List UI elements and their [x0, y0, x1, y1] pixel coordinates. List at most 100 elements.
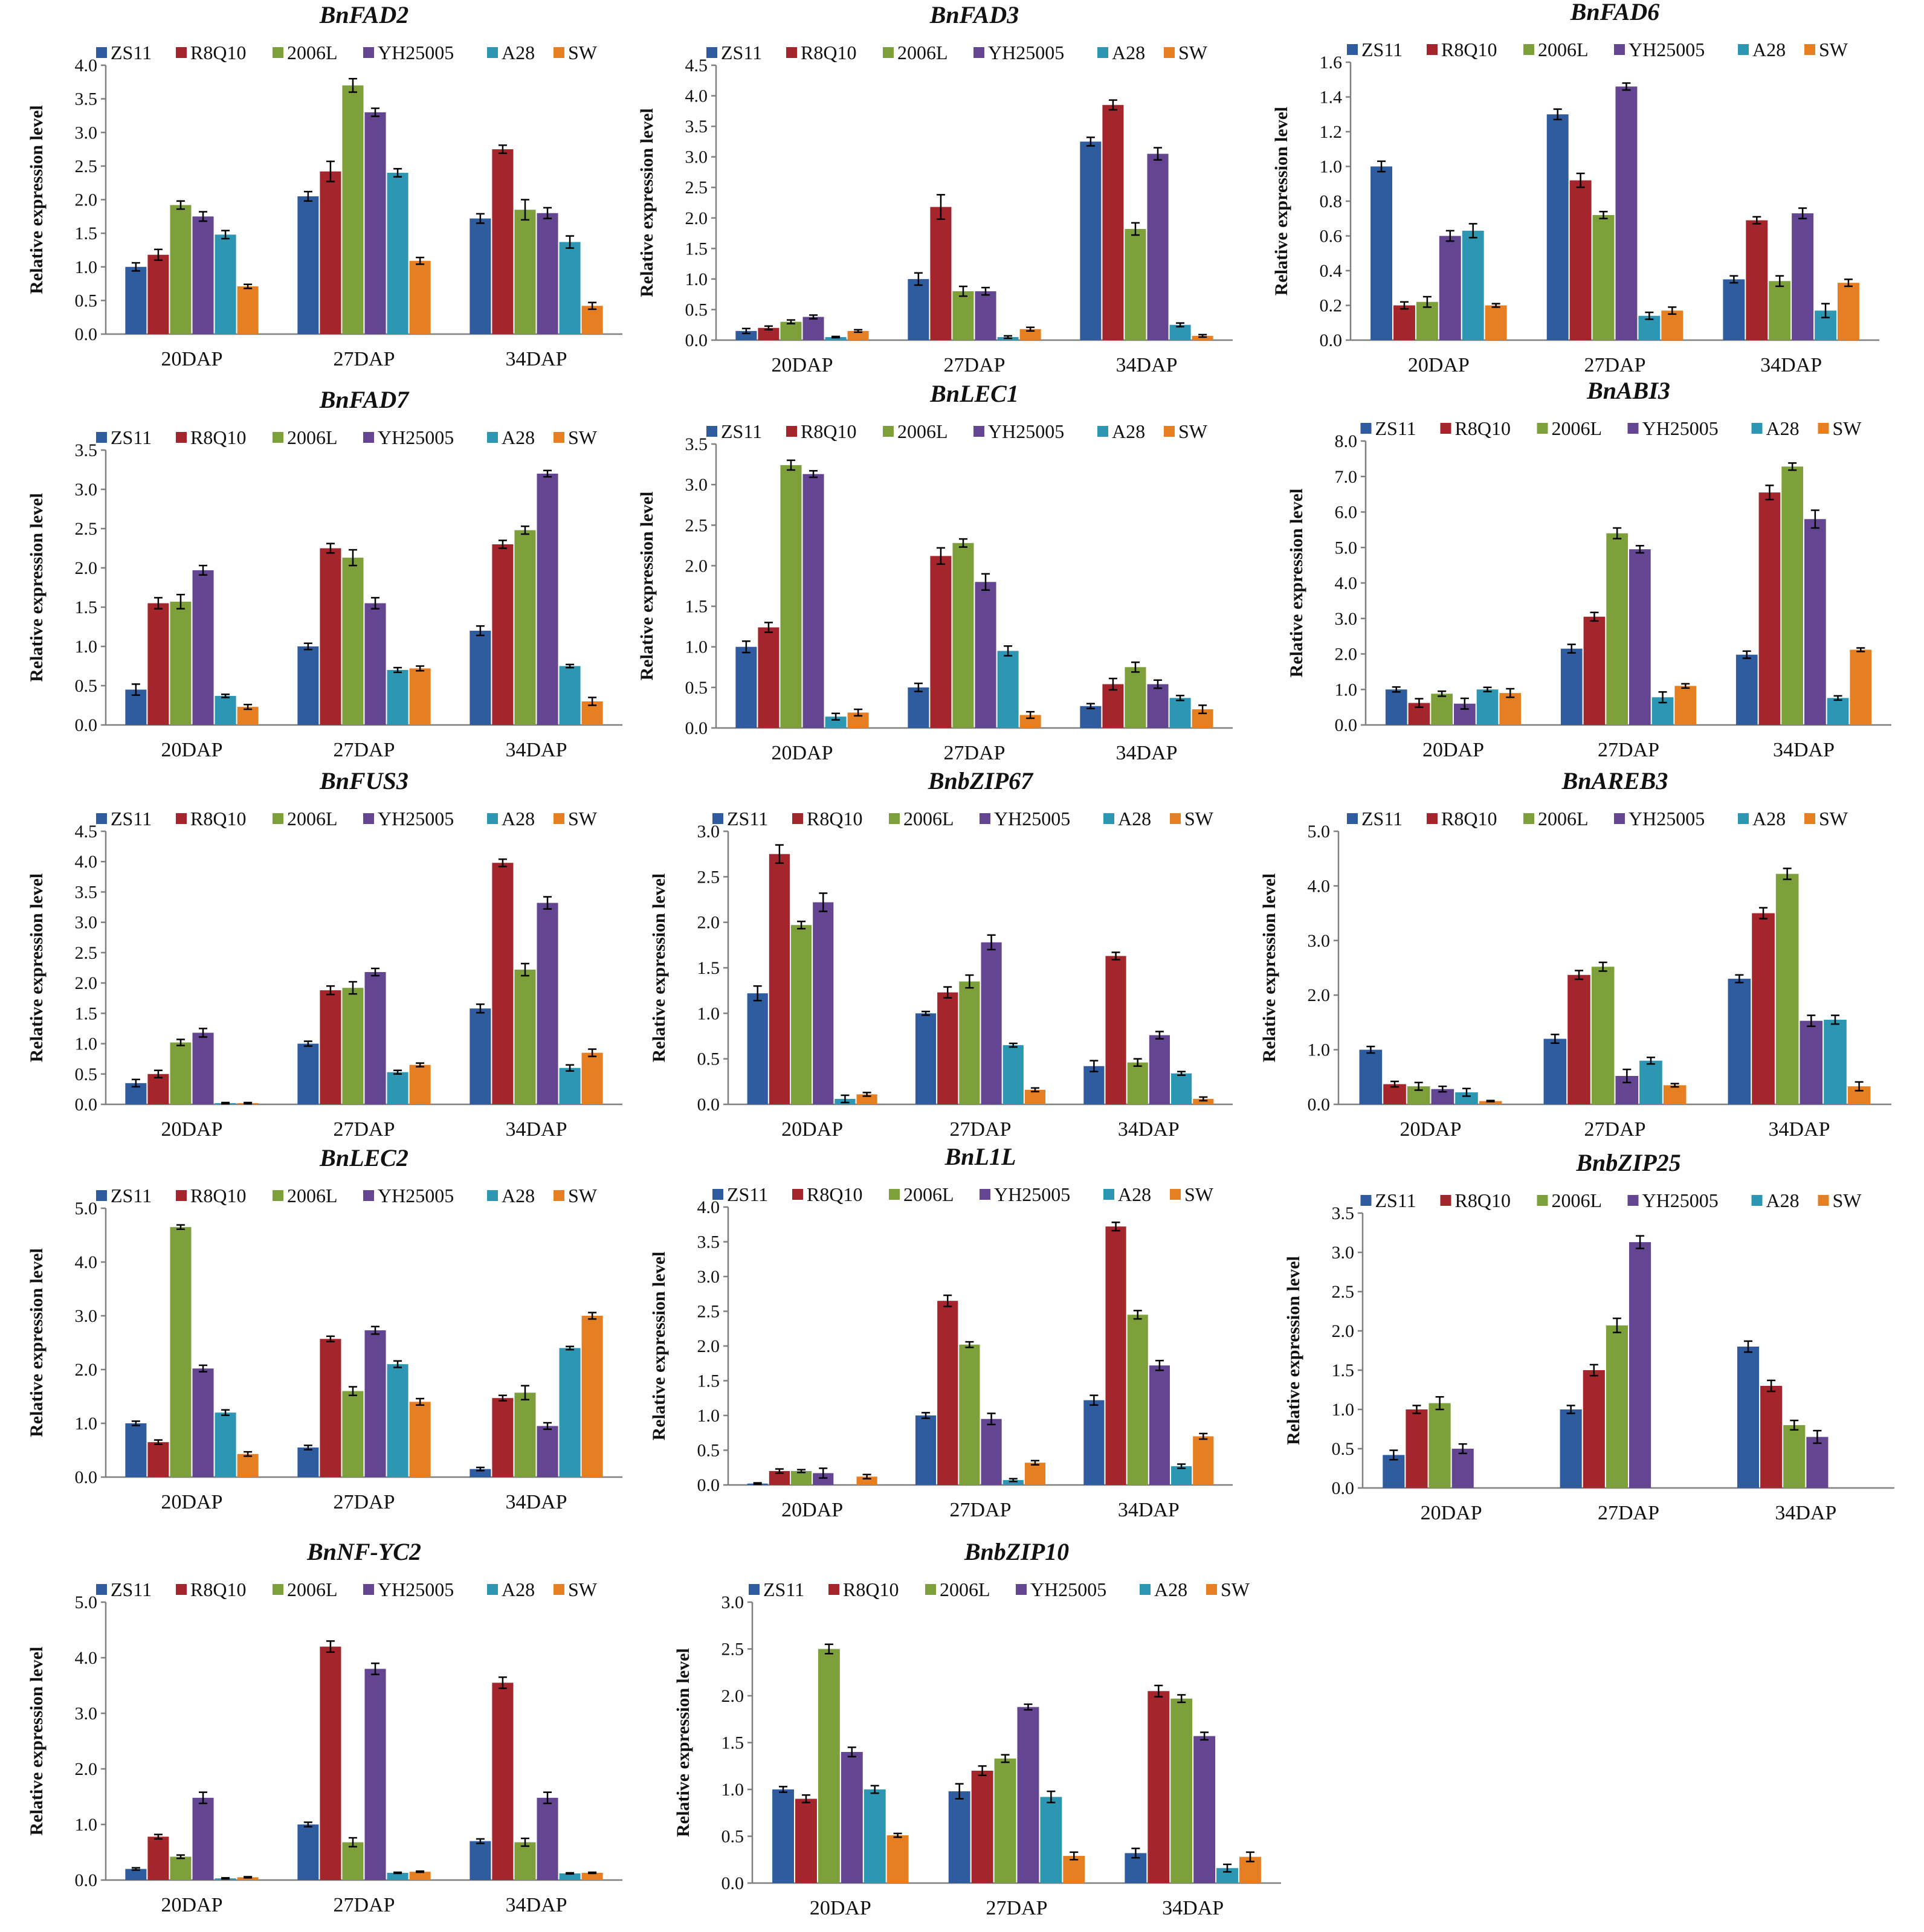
- legend-swatch: [1537, 423, 1548, 434]
- y-tick-label: 3.5: [1332, 1203, 1355, 1223]
- y-tick-label: 3.0: [1308, 931, 1331, 951]
- bar: [409, 1872, 431, 1880]
- x-category-label: 27DAP: [1598, 739, 1659, 761]
- bar: [1569, 180, 1592, 340]
- legend-swatch: [1523, 813, 1534, 824]
- bar: [1615, 86, 1638, 340]
- bar: [559, 1873, 581, 1880]
- bar: [537, 474, 558, 725]
- legend-swatch: [176, 813, 187, 824]
- x-category-label: 27DAP: [943, 354, 1005, 376]
- legend-swatch: [487, 1190, 498, 1201]
- legend-label: YH25005: [994, 1183, 1070, 1205]
- legend-swatch: [273, 1584, 283, 1595]
- legend-label: YH25005: [988, 420, 1064, 442]
- y-tick-label: 6.0: [1335, 503, 1358, 523]
- x-category-label: 34DAP: [1115, 354, 1177, 376]
- bar: [581, 1052, 603, 1104]
- legend-swatch: [96, 813, 107, 824]
- bar: [1393, 305, 1415, 340]
- chart-title: BnFAD2: [319, 1, 409, 28]
- bar: [1102, 684, 1124, 728]
- bar: [758, 327, 780, 340]
- bar: [170, 1227, 192, 1477]
- x-category-label: 34DAP: [1162, 1897, 1224, 1919]
- bar: [537, 1426, 558, 1477]
- y-tick-label: 4.0: [685, 86, 708, 106]
- bar: [1806, 1437, 1829, 1488]
- legend-swatch: [554, 1190, 564, 1201]
- legend-label: 2006L: [897, 42, 948, 63]
- bar: [1193, 1436, 1214, 1485]
- bar: [1746, 220, 1768, 340]
- y-tick-label: 1.0: [1308, 1040, 1331, 1060]
- legend-label: A28: [1118, 808, 1151, 829]
- bar: [769, 854, 790, 1104]
- y-tick-label: 3.5: [75, 882, 98, 902]
- bar: [1476, 689, 1499, 725]
- x-category-label: 34DAP: [1118, 1118, 1180, 1141]
- legend-swatch: [1440, 423, 1451, 434]
- bar: [170, 1856, 192, 1880]
- bar: [1171, 1073, 1192, 1104]
- y-tick-label: 7.0: [1335, 467, 1358, 487]
- legend-label: YH25005: [378, 1185, 454, 1206]
- legend-swatch: [1627, 1195, 1639, 1206]
- legend-swatch: [176, 1584, 187, 1595]
- legend-swatch: [487, 432, 498, 443]
- bar: [492, 149, 514, 334]
- legend-label: ZS11: [1375, 1190, 1416, 1211]
- bar: [1606, 1325, 1628, 1488]
- y-tick-label: 3.0: [722, 1592, 744, 1612]
- y-tick-label: 0.0: [1335, 715, 1358, 735]
- y-tick-label: 0.5: [685, 300, 708, 320]
- x-category-label: 20DAP: [1408, 354, 1470, 376]
- legend-label: R8Q10: [190, 808, 246, 829]
- legend-label: YH25005: [1030, 1579, 1106, 1600]
- legend-label: YH25005: [988, 42, 1064, 63]
- legend-swatch: [273, 432, 283, 443]
- bar: [1193, 1098, 1214, 1104]
- bar: [1019, 715, 1041, 728]
- legend-swatch: [554, 1584, 564, 1595]
- bar: [780, 321, 802, 340]
- bar: [147, 1442, 169, 1477]
- x-category-label: 34DAP: [1773, 739, 1835, 761]
- legend-label: ZS11: [1361, 39, 1403, 60]
- bar: [1735, 654, 1758, 725]
- y-tick-label: 1.5: [75, 597, 98, 617]
- bar: [364, 603, 386, 725]
- y-tick-label: 3.0: [75, 913, 98, 933]
- y-tick-label: 2.5: [697, 1302, 720, 1322]
- bar: [1462, 230, 1484, 340]
- bar: [813, 1473, 834, 1485]
- bar: [470, 631, 491, 725]
- y-tick-label: 0.0: [1332, 1478, 1355, 1498]
- legend-swatch: [554, 47, 564, 58]
- chart-title: BnFUS3: [319, 767, 408, 794]
- x-category-label: 34DAP: [1760, 354, 1822, 376]
- bar: [170, 601, 192, 725]
- y-tick-label: 0.6: [1320, 227, 1343, 246]
- y-axis-label: Relative expression level: [1259, 874, 1279, 1063]
- y-tick-label: 0.8: [1320, 192, 1343, 211]
- bar: [841, 1752, 863, 1883]
- legend-swatch: [1097, 47, 1108, 58]
- bar: [802, 317, 824, 340]
- bar: [514, 530, 536, 725]
- bar: [514, 1842, 536, 1880]
- legend-label: A28: [1112, 420, 1145, 442]
- x-category-label: 27DAP: [1584, 1118, 1645, 1141]
- bar: [735, 330, 757, 340]
- y-tick-label: 0.0: [697, 1095, 720, 1115]
- legend-label: YH25005: [1642, 1190, 1719, 1211]
- bar: [1591, 967, 1615, 1104]
- chart-title: BnFAD6: [1570, 0, 1660, 25]
- legend-label: SW: [568, 808, 598, 829]
- bar: [1370, 166, 1392, 340]
- y-tick-label: 2.0: [75, 1360, 98, 1380]
- y-tick-label: 4.0: [75, 56, 98, 76]
- bar: [364, 972, 386, 1104]
- y-axis-label: Relative expression level: [1283, 1256, 1303, 1445]
- y-tick-label: 1.0: [685, 269, 708, 289]
